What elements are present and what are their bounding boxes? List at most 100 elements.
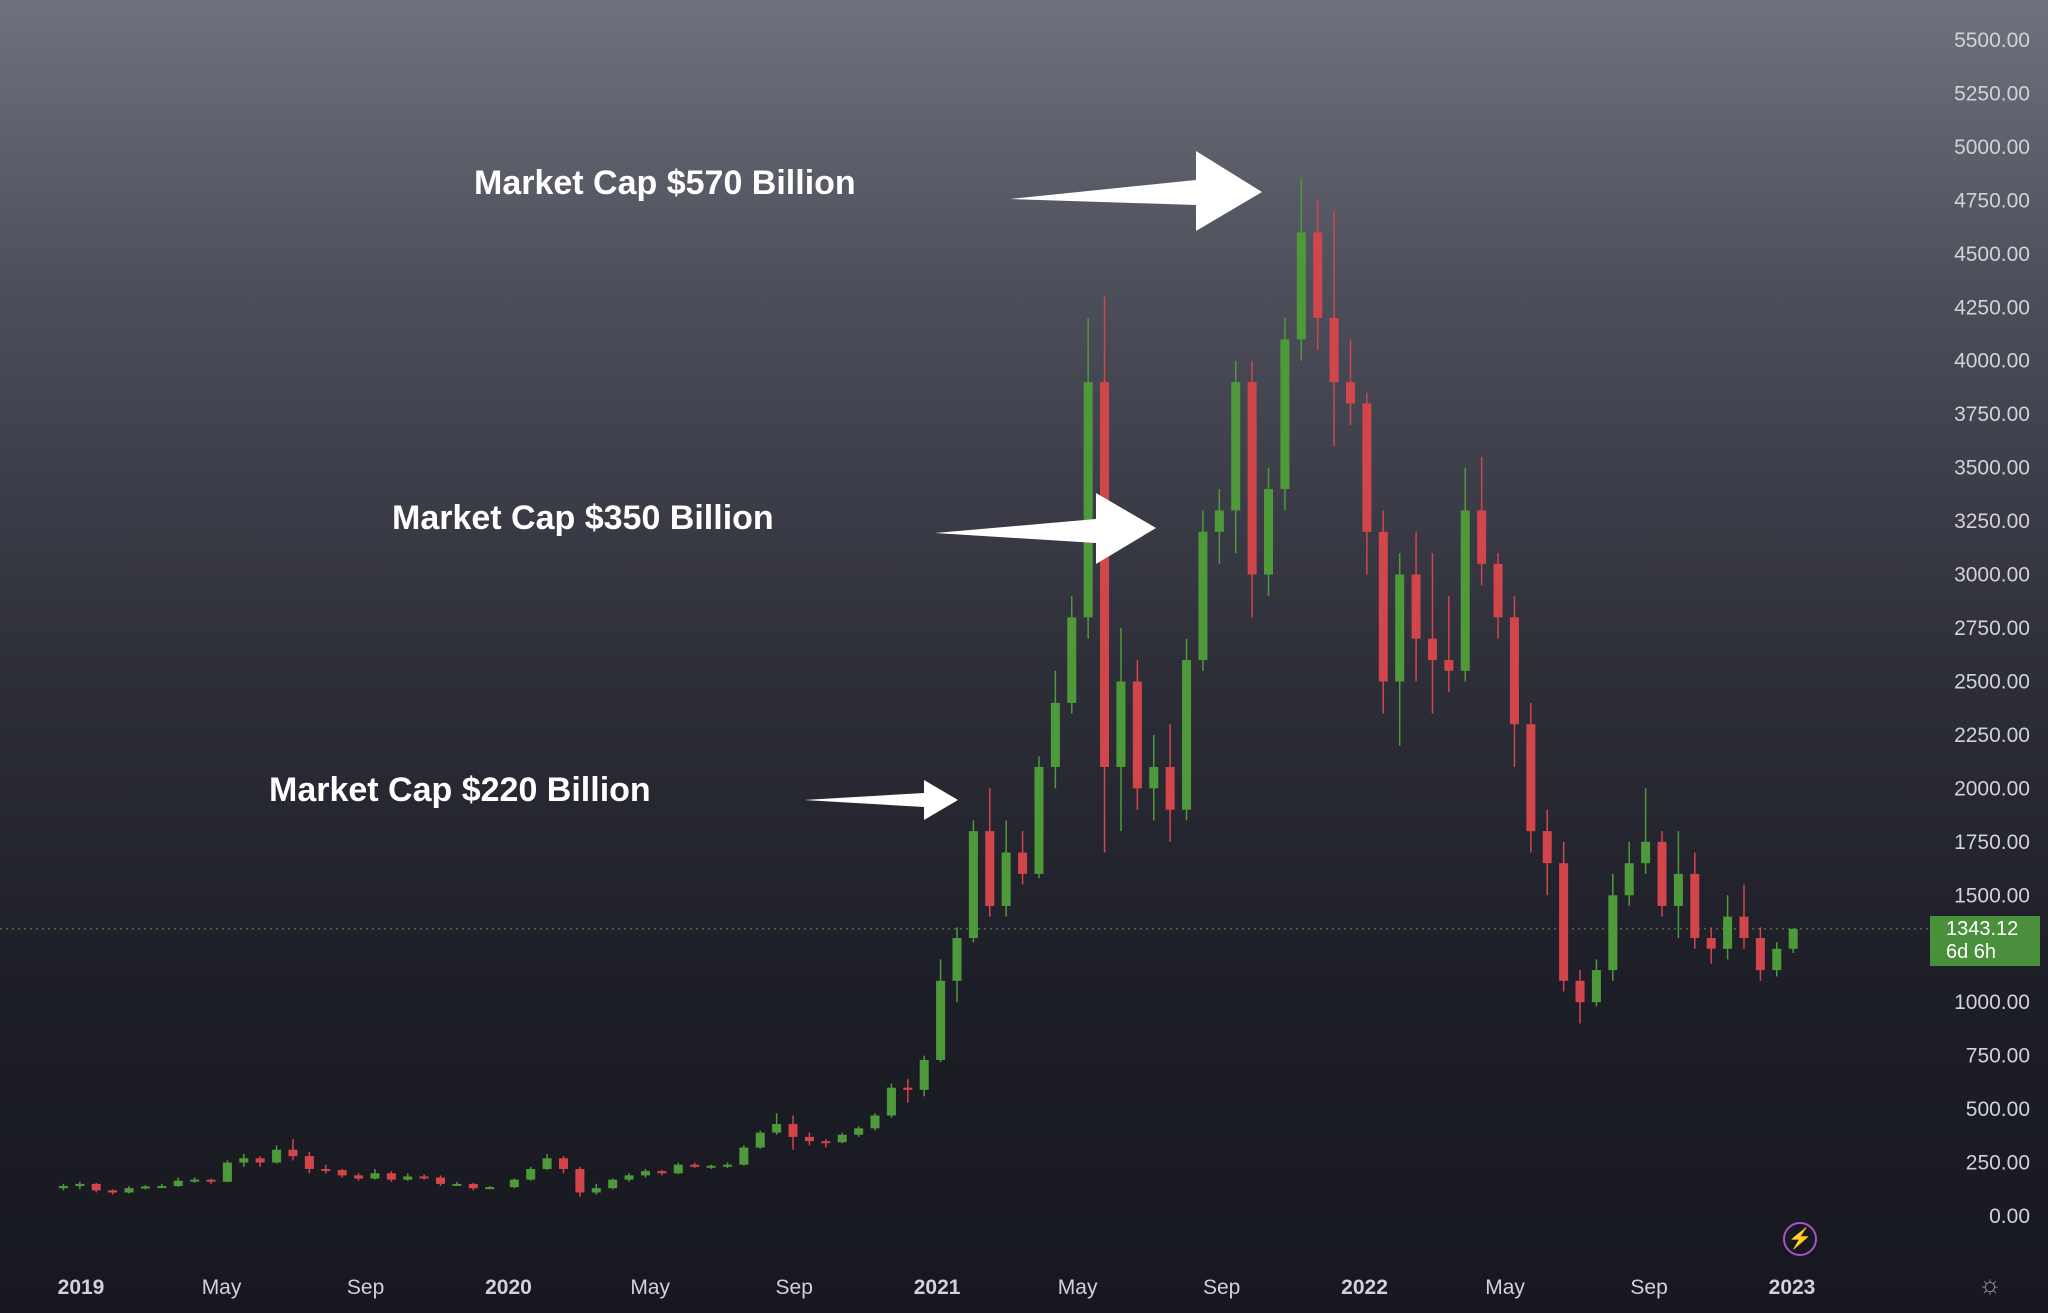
candle-body (837, 1134, 847, 1143)
y-tick-label: 1500.00 (1954, 884, 2030, 907)
candle (1723, 895, 1733, 960)
annotation-label-350: Market Cap $350 Billion (392, 499, 774, 537)
candle-body (1247, 382, 1257, 575)
candle (1034, 756, 1044, 879)
candle (804, 1132, 814, 1146)
candle (509, 1178, 519, 1189)
y-tick-label: 2250.00 (1954, 724, 2030, 747)
candle-body (1673, 873, 1683, 906)
candle (936, 959, 946, 1063)
annotation-220: Market Cap $220 Billion (269, 771, 958, 820)
candle (1509, 595, 1519, 767)
candle-body (706, 1165, 716, 1168)
candle (706, 1164, 716, 1169)
candle-body (1411, 574, 1421, 639)
candle-body (239, 1158, 249, 1163)
candle (722, 1162, 732, 1168)
candle (1395, 553, 1405, 746)
candle (608, 1178, 618, 1190)
candle-body (452, 1183, 462, 1186)
lightning-icon[interactable]: ⚡ (1783, 1222, 1817, 1256)
gear-icon[interactable]: ☼ (1978, 1269, 2002, 1299)
annotation-arrow-220 (804, 780, 958, 820)
candle (1050, 670, 1060, 789)
candle (1362, 392, 1372, 575)
last-price-value: 1343.12 (1946, 918, 2019, 940)
y-tick-label: 3000.00 (1954, 564, 2030, 587)
candle (1477, 456, 1487, 586)
candle-body (1788, 928, 1798, 949)
candle (1001, 820, 1011, 917)
candle-body (1149, 766, 1159, 789)
candle (673, 1162, 683, 1175)
x-tick-label: Sep (776, 1276, 813, 1299)
candle-body (558, 1158, 569, 1169)
candle-body (509, 1179, 519, 1188)
candle (870, 1113, 880, 1131)
candle-body (1165, 766, 1175, 810)
candle (1313, 200, 1323, 351)
candle-body (1296, 232, 1306, 340)
candle (1165, 724, 1175, 842)
candle (772, 1113, 782, 1135)
candle (1378, 510, 1388, 714)
x-tick-label: Sep (347, 1276, 384, 1299)
candle (386, 1171, 396, 1182)
candle (1083, 317, 1093, 639)
candle (1231, 360, 1241, 554)
candle-body (985, 831, 995, 906)
candle-body (222, 1162, 232, 1182)
candle-body (804, 1136, 814, 1142)
candle-body (1542, 831, 1552, 864)
y-tick-label: 2500.00 (1954, 670, 2030, 693)
y-tick-label: 4750.00 (1954, 189, 2030, 212)
candle (206, 1178, 216, 1184)
candle (1493, 553, 1503, 639)
candle-body (1706, 938, 1716, 949)
candle (1460, 467, 1470, 682)
candle (1444, 595, 1454, 693)
x-axis: 2019 May Sep 2020 May Sep 2021 May Sep 2022 May Sep… (58, 1276, 1816, 1299)
candle-body (1444, 660, 1454, 671)
candle-body (1559, 863, 1569, 981)
candle-body (1641, 841, 1651, 864)
candle (75, 1181, 85, 1190)
candle-body (854, 1128, 864, 1135)
candle (288, 1139, 298, 1161)
x-tick-label: Sep (1630, 1276, 1667, 1299)
candle-body (936, 980, 946, 1060)
y-tick-label: 1000.00 (1954, 991, 2030, 1014)
candle-body (173, 1180, 183, 1187)
candle (321, 1164, 331, 1174)
y-tick-label: 2750.00 (1954, 617, 2030, 640)
candle (591, 1183, 601, 1195)
candle-body (190, 1179, 200, 1182)
candle-body (1509, 617, 1519, 725)
candle-body (75, 1183, 85, 1187)
x-tick-label: 2023 (1769, 1276, 1816, 1299)
candle-body (657, 1171, 667, 1174)
annotation-arrow-570 (1010, 151, 1262, 231)
candle (1214, 489, 1224, 564)
candle-body (58, 1186, 68, 1189)
candle (255, 1156, 265, 1167)
candle-body (608, 1179, 618, 1189)
candle (304, 1151, 314, 1174)
y-tick-label: 4500.00 (1954, 243, 2030, 266)
candle-body (1280, 339, 1290, 490)
candle (1526, 702, 1536, 853)
candle-body (354, 1175, 364, 1179)
y-tick-label: 4250.00 (1954, 296, 2030, 319)
y-tick-label: 4000.00 (1954, 350, 2030, 373)
candle-body (206, 1179, 216, 1182)
annotation-350: Market Cap $350 Billion (392, 493, 1156, 564)
candle-body (1624, 863, 1634, 896)
candle-body (903, 1087, 913, 1090)
candle-body (1264, 489, 1274, 575)
candle-body (304, 1156, 314, 1169)
candle (1591, 959, 1601, 1007)
y-tick-label: 750.00 (1966, 1045, 2030, 1068)
y-tick-label: 5500.00 (1954, 29, 2030, 52)
candle-body (1460, 510, 1470, 671)
